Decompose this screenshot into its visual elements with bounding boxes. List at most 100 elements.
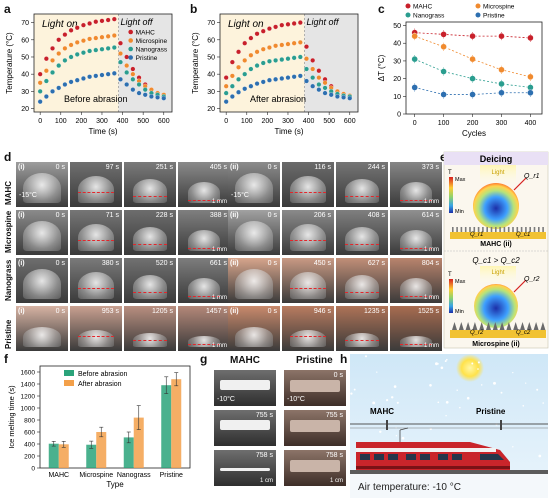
droplet: [78, 176, 114, 203]
a-ytick-label: 30: [21, 89, 29, 96]
b-point-pristine: [304, 78, 309, 84]
snowflake: [372, 401, 376, 405]
c-point-pristine: [469, 91, 476, 98]
droplet-microspine: [474, 284, 518, 328]
chart-f: 0 200 400 600 800 1000 1200 1400 1600 MAHC Microsp…: [7, 365, 191, 489]
b-xtick-label: 0: [224, 118, 228, 125]
b-point-pristine: [248, 83, 254, 89]
a-xtick-label: 600: [158, 118, 170, 125]
b-point-mahc: [291, 21, 297, 26]
b-point-nanograss: [248, 66, 254, 72]
b-ytick-label: 50: [207, 54, 215, 61]
b-point-pristine: [229, 94, 235, 99]
c-point-microspine: [440, 43, 447, 50]
droplet: [23, 173, 61, 203]
time-label: 0 s: [267, 260, 277, 267]
melt-line: [345, 292, 379, 293]
b-point-nanograss: [229, 83, 235, 89]
c-point-nanograss: [411, 55, 418, 63]
microspine: [472, 322, 478, 330]
b-point-nanograss: [236, 76, 241, 82]
photo-cell: 450 s: [282, 258, 334, 303]
sample-index: (i): [18, 308, 25, 315]
droplet: [290, 330, 326, 347]
photo-cell: 116 s: [282, 162, 334, 207]
snowflake: [493, 381, 496, 385]
droplet: [400, 278, 432, 299]
a-point-microspine: [56, 51, 62, 56]
a-light-on-label: Light on: [42, 19, 78, 30]
g-time-label: 758 s: [325, 452, 343, 459]
f-xtick-label: Nanograss: [117, 472, 151, 479]
a-legend-label: Nanograss: [136, 47, 168, 54]
b-point-pristine: [236, 89, 241, 95]
b-ytick-label: 40: [207, 72, 215, 79]
f-ytick-label: 1600: [21, 370, 36, 377]
b-ytick-label: 60: [207, 37, 215, 44]
a-point-pristine: [124, 82, 130, 87]
g-time-label: 758 s: [255, 452, 273, 459]
panel-e-label: e: [440, 150, 447, 164]
b-point-pristine: [223, 99, 229, 105]
panel-a-label: a: [4, 2, 11, 16]
b-point-nanograss: [260, 60, 266, 66]
max-label-bottom: Max: [455, 279, 466, 285]
photo-cell: 661 s 1 mm: [178, 258, 230, 303]
g-mahc-photo: -10°C: [214, 370, 276, 406]
g-pristine-photo: 0 s -10°C: [284, 370, 346, 406]
b-point-nanograss: [266, 58, 272, 64]
a-point-mahc: [43, 56, 49, 62]
scale-bar-label: 1 mm: [424, 295, 439, 301]
nanopillar: [486, 227, 488, 232]
c-legend-marker: [475, 3, 481, 9]
a-point-pristine: [148, 94, 154, 99]
melt-line: [188, 200, 220, 201]
sample-index: (ii): [230, 260, 239, 267]
snowflake: [393, 385, 397, 388]
a-point-microspine: [37, 80, 43, 86]
photo-cell: 405 s 1 mm: [178, 162, 230, 207]
nanopillar: [507, 227, 510, 232]
snowflake: [456, 389, 458, 392]
a-xtick-label: 500: [137, 118, 149, 125]
snowflake: [390, 396, 394, 399]
melt-line: [133, 196, 167, 197]
photo-cell: 614 s 1 mm: [390, 210, 442, 255]
nanopillar: [533, 227, 536, 232]
f-bar-before-abrasion: [161, 385, 172, 468]
melt-line: [78, 336, 114, 337]
nanopillar: [490, 227, 493, 232]
a-point-nanograss: [43, 78, 49, 84]
microspine: [499, 322, 505, 330]
a-point-microspine: [68, 42, 74, 48]
a-point-mahc: [80, 22, 86, 28]
a-point-pristine: [37, 99, 43, 105]
b-ytick-label: 70: [207, 20, 215, 27]
qr1-label-bottom: Q_r1: [470, 232, 483, 238]
a-legend-label: MAHC: [136, 30, 155, 37]
a-point-pristine: [56, 85, 62, 91]
photo-cell: 0 s (ii): [228, 306, 280, 351]
snowflake: [477, 368, 479, 370]
b-light-on-label: Light on: [228, 19, 264, 30]
b-ytick-label: 30: [207, 89, 215, 96]
b-point-microspine: [236, 64, 241, 70]
photo-cell: 380 s: [70, 258, 122, 303]
a-legend-marker: [128, 38, 133, 43]
snowflake: [471, 362, 474, 365]
a-point-pristine: [136, 90, 142, 96]
c-xtick-label: 0: [413, 120, 417, 127]
a-point-nanograss: [50, 70, 55, 75]
b-point-microspine: [279, 42, 285, 48]
microspine: [513, 322, 519, 330]
a-point-mahc: [105, 17, 111, 23]
light-beam-bottom: [480, 266, 516, 284]
scale-bar-label: 1 mm: [212, 199, 227, 205]
droplet: [290, 224, 326, 251]
sample-index: (ii): [230, 164, 239, 171]
b-light-off-label: Light off: [306, 17, 340, 27]
a-xtick-label: 0: [38, 118, 42, 125]
b-point-mahc: [297, 20, 303, 26]
g-temperature-label: -10°C: [217, 396, 235, 403]
nanopillar: [456, 227, 458, 232]
